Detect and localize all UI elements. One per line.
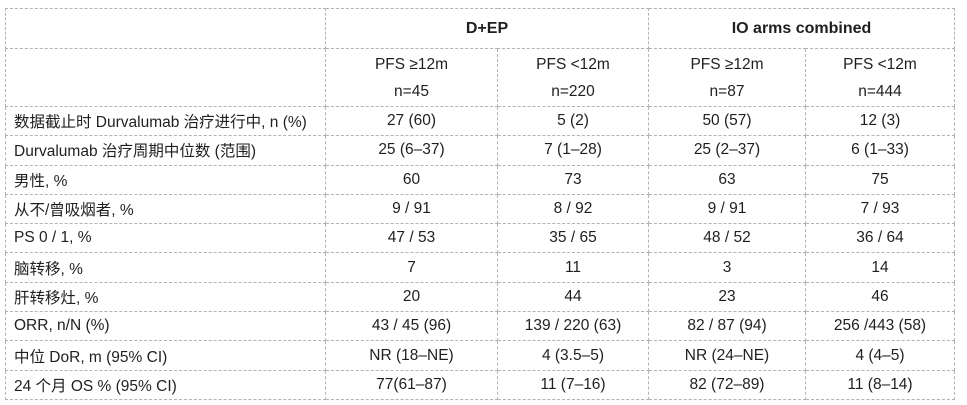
cell-value: 4 (3.5–5) xyxy=(497,340,649,371)
cell-value: 7 xyxy=(325,252,498,283)
cell-value: 6 (1–33) xyxy=(805,135,955,166)
table-row-liver-metastasis: 肝转移灶, % 20 44 23 46 xyxy=(5,281,955,313)
cell-value: NR (24–NE) xyxy=(648,340,806,371)
row-label: 肝转移灶, % xyxy=(5,281,326,313)
cell-value: 256 /443 (58) xyxy=(805,311,955,342)
row-label: PS 0 / 1, % xyxy=(5,223,326,254)
n-label: n=220 xyxy=(551,82,595,100)
group-header-row: D+EP IO arms combined xyxy=(5,7,955,50)
cell-value: 7 (1–28) xyxy=(497,135,649,166)
cell-value: 77(61–87) xyxy=(325,369,498,401)
table-row-median-cycles: Durvalumab 治疗周期中位数 (范围) 25 (6–37) 7 (1–2… xyxy=(5,135,955,166)
row-label: ORR, n/N (%) xyxy=(5,311,326,342)
pfs-label: PFS <12m xyxy=(536,55,610,73)
table-row-orr: ORR, n/N (%) 43 / 45 (96) 139 / 220 (63)… xyxy=(5,311,955,342)
sub-header-dep-pfs-ge12: PFS ≥12m n=45 xyxy=(325,48,498,107)
row-label: Durvalumab 治疗周期中位数 (范围) xyxy=(5,135,326,166)
n-label: n=444 xyxy=(858,82,902,100)
sub-header-io-pfs-lt12: PFS <12m n=444 xyxy=(805,48,955,107)
clinical-outcomes-table-wrap: D+EP IO arms combined PFS ≥12m n=45 PFS … xyxy=(5,7,955,401)
cell-value: 14 xyxy=(805,252,955,283)
pfs-label: PFS ≥12m xyxy=(690,55,764,73)
cell-value: 48 / 52 xyxy=(648,223,806,254)
cell-value: 36 / 64 xyxy=(805,223,955,254)
row-label: 24 个月 OS % (95% CI) xyxy=(5,369,326,401)
cell-value: 63 xyxy=(648,164,806,195)
pfs-label: PFS <12m xyxy=(843,55,917,73)
table-row-ps: PS 0 / 1, % 47 / 53 35 / 65 48 / 52 36 /… xyxy=(5,223,955,254)
cell-value: 47 / 53 xyxy=(325,223,498,254)
cell-value: 44 xyxy=(497,281,649,313)
cell-value: 25 (2–37) xyxy=(648,135,806,166)
table-row-smoker: 从不/曾吸烟者, % 9 / 91 8 / 92 9 / 91 7 / 93 xyxy=(5,193,955,225)
sub-header-empty xyxy=(5,48,326,107)
group-header-dep: D+EP xyxy=(325,7,649,50)
sub-header-row: PFS ≥12m n=45 PFS <12m n=220 PFS ≥12m n=… xyxy=(5,48,955,107)
n-label: n=45 xyxy=(394,82,429,100)
row-label: 脑转移, % xyxy=(5,252,326,283)
cell-value: 9 / 91 xyxy=(648,193,806,225)
group-header-io: IO arms combined xyxy=(648,7,955,50)
cell-value: 23 xyxy=(648,281,806,313)
cell-value: NR (18–NE) xyxy=(325,340,498,371)
table-row-male: 男性, % 60 73 63 75 xyxy=(5,164,955,195)
cell-value: 27 (60) xyxy=(325,105,498,137)
cell-value: 46 xyxy=(805,281,955,313)
table-row-brain-metastasis: 脑转移, % 7 11 3 14 xyxy=(5,252,955,283)
row-label: 数据截止时 Durvalumab 治疗进行中, n (%) xyxy=(5,105,326,137)
cell-value: 8 / 92 xyxy=(497,193,649,225)
table-row-median-dor: 中位 DoR, m (95% CI) NR (18–NE) 4 (3.5–5) … xyxy=(5,340,955,371)
cell-value: 73 xyxy=(497,164,649,195)
table-row-24m-os: 24 个月 OS % (95% CI) 77(61–87) 11 (7–16) … xyxy=(5,369,955,401)
row-label: 从不/曾吸烟者, % xyxy=(5,193,326,225)
cell-value: 9 / 91 xyxy=(325,193,498,225)
cell-value: 20 xyxy=(325,281,498,313)
cell-value: 139 / 220 (63) xyxy=(497,311,649,342)
cell-value: 60 xyxy=(325,164,498,195)
cell-value: 82 / 87 (94) xyxy=(648,311,806,342)
cell-value: 11 xyxy=(497,252,649,283)
row-label: 中位 DoR, m (95% CI) xyxy=(5,340,326,371)
table-row-ongoing-treatment: 数据截止时 Durvalumab 治疗进行中, n (%) 27 (60) 5 … xyxy=(5,105,955,137)
corner-cell xyxy=(5,7,326,50)
cell-value: 25 (6–37) xyxy=(325,135,498,166)
cell-value: 12 (3) xyxy=(805,105,955,137)
pfs-label: PFS ≥12m xyxy=(374,55,449,73)
sub-header-io-pfs-ge12: PFS ≥12m n=87 xyxy=(648,48,806,107)
row-label: 男性, % xyxy=(5,164,326,195)
cell-value: 35 / 65 xyxy=(497,223,649,254)
sub-header-dep-pfs-lt12: PFS <12m n=220 xyxy=(497,48,649,107)
cell-value: 75 xyxy=(805,164,955,195)
cell-value: 11 (8–14) xyxy=(805,369,955,401)
cell-value: 11 (7–16) xyxy=(497,369,649,401)
cell-value: 82 (72–89) xyxy=(648,369,806,401)
cell-value: 43 / 45 (96) xyxy=(325,311,498,342)
cell-value: 4 (4–5) xyxy=(805,340,955,371)
cell-value: 50 (57) xyxy=(648,105,806,137)
cell-value: 5 (2) xyxy=(497,105,649,137)
cell-value: 7 / 93 xyxy=(805,193,955,225)
clinical-outcomes-table: D+EP IO arms combined PFS ≥12m n=45 PFS … xyxy=(5,7,955,401)
cell-value: 3 xyxy=(648,252,806,283)
n-label: n=87 xyxy=(709,82,745,100)
